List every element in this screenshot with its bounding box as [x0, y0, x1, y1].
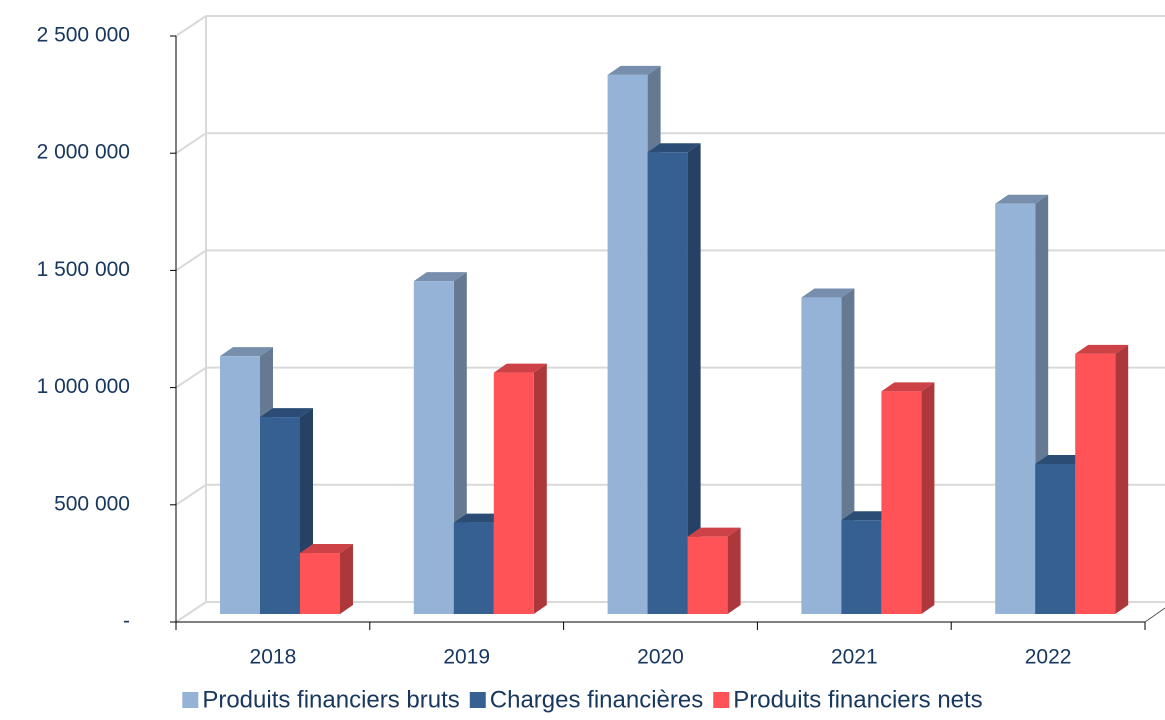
bar-side	[1115, 344, 1129, 614]
legend-label: Produits financiers bruts	[202, 686, 459, 713]
legend-swatch	[713, 692, 730, 708]
bar-front	[220, 356, 260, 614]
bar	[687, 527, 741, 614]
grid-line-side	[175, 366, 207, 389]
bar	[300, 544, 353, 614]
bar-side	[921, 382, 935, 614]
bar	[1075, 344, 1129, 614]
x-tick-label: 2020	[637, 646, 684, 669]
bar-top	[801, 288, 855, 298]
legend-label: Produits financiers nets	[733, 686, 982, 713]
bar-front	[687, 536, 728, 614]
x-tick-label: 2022	[1025, 646, 1072, 669]
legend: Produits financiers bruts Charges financi…	[182, 686, 983, 713]
y-tick-label: 1 500 000	[37, 258, 130, 281]
bar-top	[881, 382, 935, 392]
x-tick-label: 2021	[831, 646, 878, 669]
bar-front	[260, 417, 300, 614]
bar-top	[493, 363, 547, 373]
bar-front	[841, 520, 882, 614]
floor-edge	[1144, 607, 1165, 623]
bar-front	[607, 74, 648, 614]
bar-front	[801, 297, 842, 614]
bar	[995, 194, 1049, 615]
y-tick-label: 500 000	[54, 492, 130, 515]
bar	[493, 363, 547, 614]
bar-front	[453, 522, 494, 614]
y-tick-label: 2 000 000	[37, 141, 130, 164]
legend-label: Charges financières	[490, 686, 703, 713]
bar-side	[727, 527, 741, 614]
bar-front	[1035, 463, 1076, 614]
bar-top	[607, 65, 661, 75]
bar-front	[647, 152, 688, 614]
y-tick-label: -	[123, 610, 130, 633]
bar-side	[340, 544, 353, 614]
bar-front	[300, 553, 340, 614]
y-tick-label: 2 500 000	[37, 24, 130, 47]
grid-line-side	[175, 132, 207, 155]
bar-side	[687, 143, 701, 614]
bar	[647, 143, 701, 614]
bar-top	[1035, 454, 1089, 464]
bar-top	[687, 527, 741, 537]
bar-top	[841, 511, 895, 521]
x-tick-label: 2018	[250, 646, 297, 669]
y-tick-label: 1 000 000	[37, 375, 130, 398]
bar-top	[453, 513, 507, 523]
bar-top	[647, 143, 701, 153]
legend-swatch	[469, 692, 486, 708]
bar-top	[220, 347, 273, 357]
grid-line-side	[175, 15, 207, 37]
bar-top	[995, 194, 1049, 204]
bar-front	[881, 391, 922, 614]
bar-top	[300, 544, 353, 554]
bar-top	[413, 272, 467, 282]
bar	[881, 382, 935, 614]
bar-front	[413, 281, 454, 614]
bar-side	[533, 363, 547, 614]
x-tick-label: 2019	[443, 646, 490, 669]
grid-line-side	[175, 483, 207, 506]
bar-front	[493, 372, 534, 614]
grid-line-side	[175, 249, 207, 272]
bar-top	[1075, 344, 1129, 354]
grid-line-side	[175, 601, 207, 623]
bar-front	[995, 203, 1036, 615]
bar-front	[1075, 353, 1116, 614]
legend-swatch	[182, 692, 199, 708]
bar-top	[260, 408, 313, 418]
